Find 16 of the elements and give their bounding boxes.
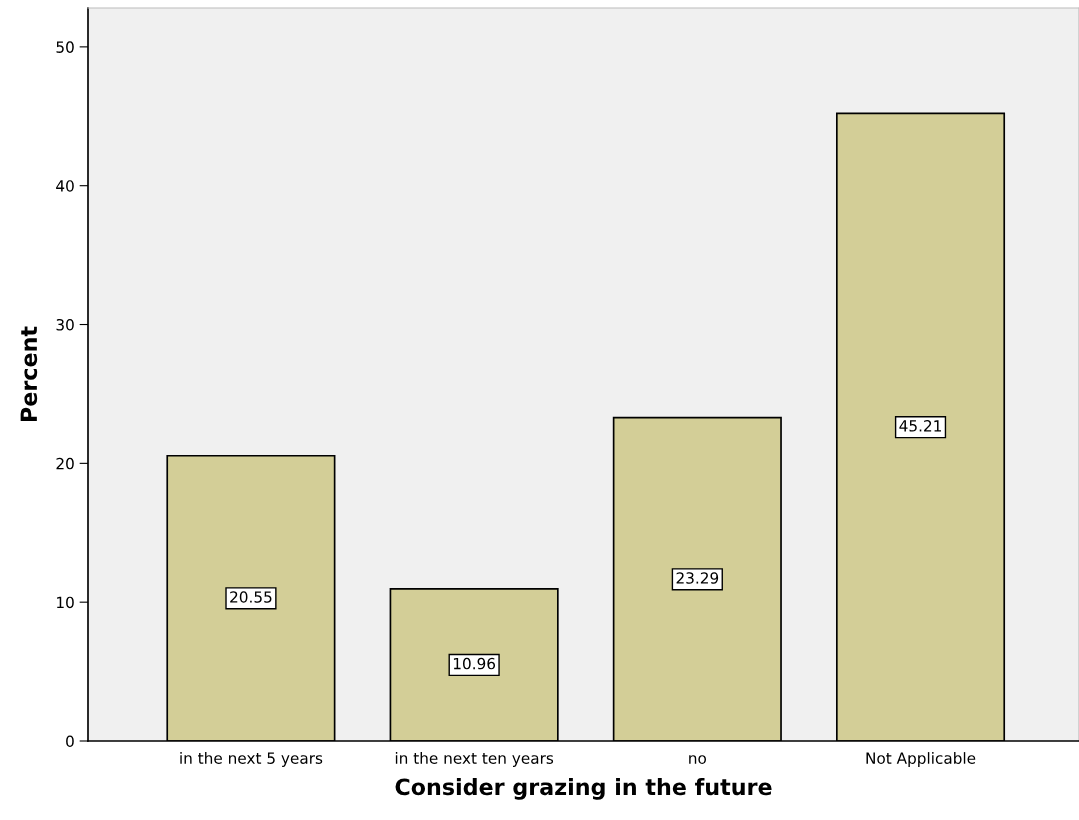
y-tick-label: 10 — [57, 596, 74, 609]
data-label: 10.96 — [453, 657, 496, 670]
x-axis-title: Consider grazing in the future — [395, 778, 772, 800]
x-tick-label: in the next 5 years — [180, 752, 323, 767]
data-label: 23.29 — [676, 572, 719, 584]
x-tick-label: in the next ten years — [395, 752, 554, 767]
data-label: 20.55 — [230, 591, 272, 603]
x-tick-label: no — [689, 755, 707, 764]
y-tick-label: 30 — [56, 318, 74, 331]
y-axis-title: Percent — [20, 326, 38, 421]
x-tick-label: Not Applicable — [866, 752, 976, 767]
y-tick-label: 50 — [56, 41, 74, 53]
y-tick-label: 40 — [56, 180, 74, 192]
y-tick-label: 0 — [66, 735, 74, 748]
y-tick-label: 20 — [56, 457, 74, 470]
data-label: 45.21 — [899, 420, 941, 432]
